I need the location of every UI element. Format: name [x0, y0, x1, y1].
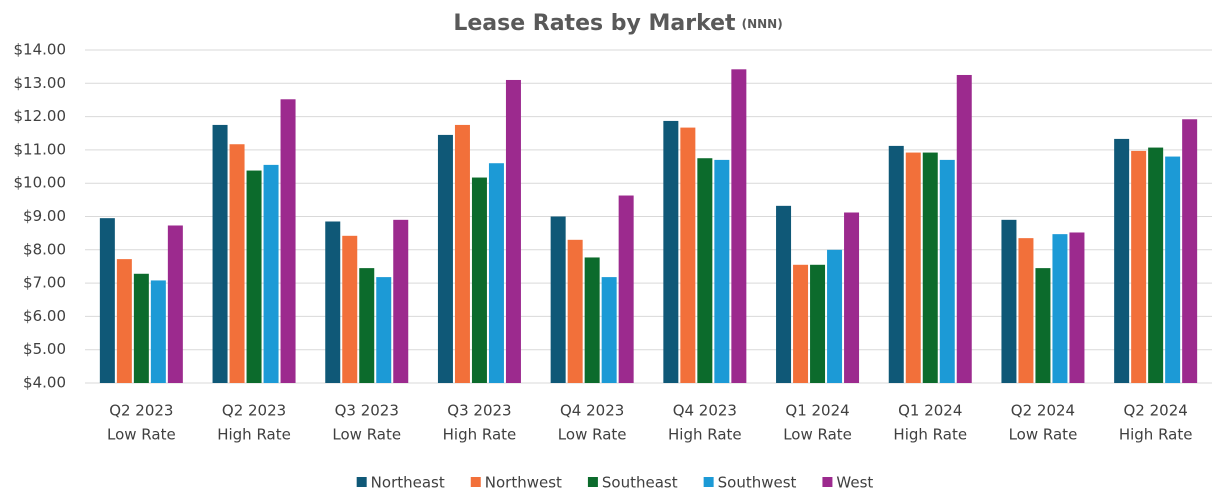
- bar: [229, 144, 245, 383]
- bar: [359, 268, 375, 383]
- x-tick-label: Low Rate: [558, 426, 627, 444]
- title-main: Lease Rates by Market: [453, 11, 736, 36]
- y-tick-label: $12.00: [14, 107, 67, 125]
- legend-swatch: [587, 477, 598, 487]
- bar: [99, 218, 115, 383]
- bar: [550, 216, 566, 383]
- bar: [393, 219, 409, 383]
- bar: [1001, 219, 1017, 383]
- x-tick-label: Q3 2023: [447, 402, 511, 420]
- bar: [680, 127, 696, 384]
- legend-swatch: [470, 477, 481, 487]
- legend-swatch: [822, 477, 833, 487]
- x-tick-label: Q1 2024: [785, 402, 849, 420]
- x-tick-label: Q3 2023: [335, 402, 399, 420]
- x-tick-label: Low Rate: [783, 426, 852, 444]
- bar: [601, 277, 617, 383]
- y-tick-label: $10.00: [14, 174, 67, 192]
- bar: [1131, 150, 1147, 383]
- y-tick-label: $11.00: [14, 140, 67, 158]
- bar: [714, 159, 730, 383]
- bar: [663, 120, 679, 383]
- x-tick-label: Q1 2024: [898, 402, 962, 420]
- legend-swatch: [356, 477, 367, 487]
- x-tick-label: Q2 2024: [1124, 402, 1188, 420]
- bar: [325, 221, 341, 383]
- bar: [454, 124, 470, 384]
- y-tick-label: $8.00: [23, 240, 66, 258]
- bar: [133, 273, 149, 383]
- bar: [488, 163, 504, 383]
- x-tick-label: High Rate: [1119, 426, 1193, 444]
- x-tick-label: Q4 2023: [560, 402, 624, 420]
- legend-swatch: [703, 477, 714, 487]
- bar: [246, 170, 262, 383]
- bar: [827, 249, 843, 383]
- legend-label: Southeast: [602, 474, 678, 491]
- legend-label: Northwest: [485, 474, 562, 491]
- bar: [956, 74, 972, 383]
- bar: [905, 152, 921, 383]
- bar: [1148, 147, 1164, 383]
- x-tick-label: Q2 2023: [109, 402, 173, 420]
- bar: [376, 277, 392, 383]
- bar: [776, 205, 792, 383]
- bar: [1052, 234, 1068, 383]
- bar: [1114, 138, 1130, 383]
- y-tick-label: $5.00: [23, 340, 66, 358]
- legend-label: West: [836, 474, 873, 491]
- legend-label: Southwest: [718, 474, 797, 491]
- x-tick-label: Q2 2024: [1011, 402, 1075, 420]
- y-tick-label: $13.00: [14, 74, 67, 92]
- bar: [810, 264, 826, 383]
- bar: [167, 225, 183, 383]
- bar: [922, 152, 938, 383]
- x-tick-label: High Rate: [217, 426, 291, 444]
- y-tick-label: $7.00: [23, 274, 66, 292]
- bar: [471, 177, 487, 383]
- x-tick-label: Low Rate: [332, 426, 401, 444]
- x-tick-label: High Rate: [668, 426, 742, 444]
- bar: [437, 134, 453, 383]
- title-suffix: (NNN): [742, 17, 783, 31]
- bar: [567, 239, 583, 383]
- bar: [150, 280, 166, 383]
- x-tick-label: High Rate: [443, 426, 517, 444]
- y-tick-label: $9.00: [23, 207, 66, 225]
- bar: [697, 158, 713, 383]
- y-tick-label: $14.00: [14, 41, 67, 59]
- bar: [505, 79, 521, 383]
- bar: [212, 124, 228, 384]
- y-tick-label: $6.00: [23, 307, 66, 325]
- chart-title: Lease Rates by Market (NNN): [453, 11, 782, 36]
- bar: [1018, 238, 1034, 383]
- bar: [1165, 156, 1181, 383]
- bar: [618, 195, 634, 383]
- bar: [263, 164, 279, 383]
- bar: [280, 99, 296, 383]
- y-tick-label: $4.00: [23, 374, 66, 392]
- x-tick-label: Q4 2023: [673, 402, 737, 420]
- x-tick-label: High Rate: [893, 426, 967, 444]
- bar: [844, 212, 860, 383]
- bar: [888, 145, 904, 383]
- bar: [1182, 119, 1198, 383]
- x-tick-label: Low Rate: [107, 426, 176, 444]
- bar: [793, 264, 809, 383]
- bar: [1035, 268, 1051, 383]
- legend-label: Northeast: [371, 474, 445, 491]
- bar: [116, 259, 132, 383]
- bar: [584, 257, 600, 383]
- bar: [939, 159, 955, 383]
- bar: [731, 69, 747, 384]
- x-tick-label: Q2 2023: [222, 402, 286, 420]
- bar: [1069, 232, 1085, 383]
- x-tick-label: Low Rate: [1009, 426, 1078, 444]
- bar: [342, 235, 358, 383]
